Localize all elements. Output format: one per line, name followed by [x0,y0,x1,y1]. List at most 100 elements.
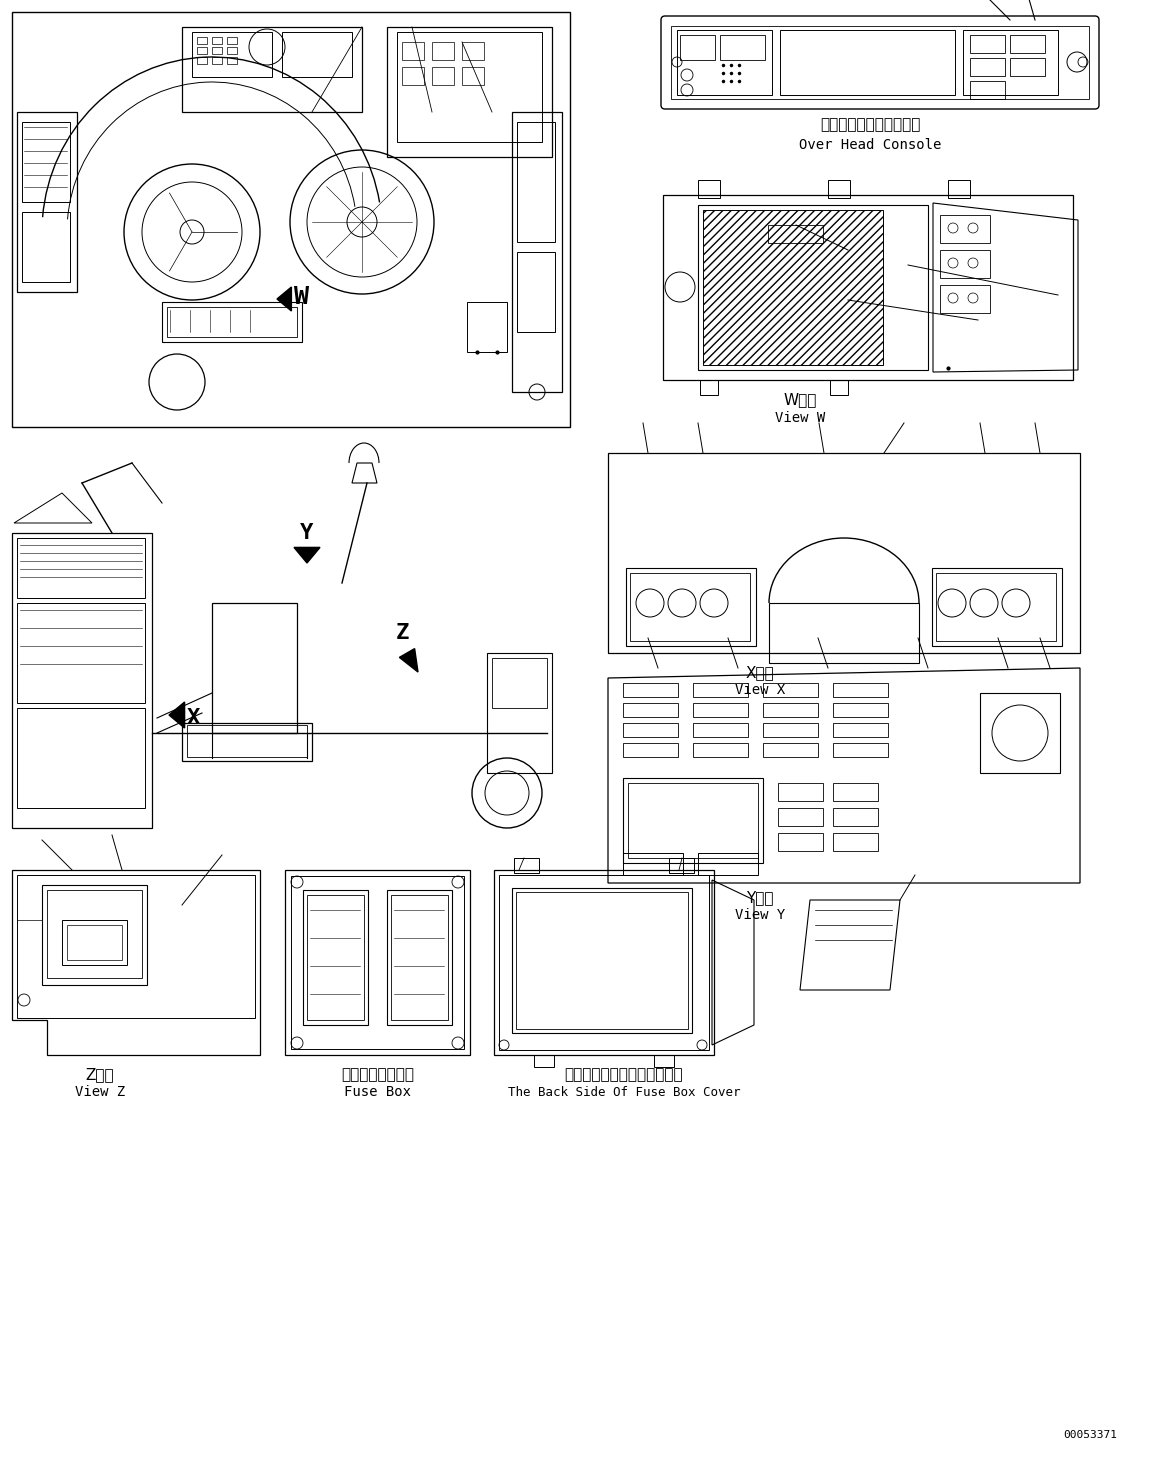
Bar [285,870,471,1055]
Text: W　視: W 視 [783,392,817,407]
Bar [833,724,888,737]
Polygon shape [169,702,184,728]
Bar [516,891,688,1029]
Bar [22,123,70,201]
Bar [680,35,715,60]
Bar [17,708,145,808]
Bar [630,573,750,641]
Text: Y　視: Y 視 [746,890,774,906]
Bar [970,82,1005,99]
Bar [624,778,763,864]
Bar [624,854,683,875]
Bar [17,603,145,703]
Bar [693,724,748,737]
Bar [493,658,547,708]
Bar [981,693,1060,773]
Bar [192,32,272,77]
Text: X　視: X 視 [745,665,774,680]
Bar [624,743,678,757]
Bar [693,683,748,697]
Bar [628,783,758,858]
Bar [197,57,207,64]
Bar [671,26,1089,99]
Bar [830,379,848,395]
Bar [700,379,717,395]
Bar [948,179,970,198]
Bar [763,743,818,757]
Bar [626,568,756,646]
Bar [778,808,823,826]
Bar [763,724,818,737]
Bar [698,179,720,198]
Text: W: W [294,285,309,309]
Bar [167,306,297,337]
Bar [770,603,919,662]
Bar [61,921,127,964]
Bar [763,703,818,716]
Text: ヒューズボックスカバー裏側: ヒューズボックスカバー裏側 [564,1068,684,1083]
Bar [833,743,888,757]
Bar [833,833,879,851]
Bar [932,568,1062,646]
Bar [693,743,748,757]
Bar [654,1055,675,1067]
Bar [398,32,542,142]
Text: View Z: View Z [75,1085,125,1099]
Bar [534,1055,554,1067]
Bar [17,538,145,598]
Bar [704,210,883,365]
Bar [693,703,748,716]
Bar [780,31,955,95]
Bar [302,890,369,1026]
Bar [187,725,307,757]
Text: ヒューズボックス: ヒューズボックス [342,1068,415,1083]
Bar [432,42,454,60]
Bar [462,42,484,60]
Bar [494,870,714,1055]
Bar [936,573,1056,641]
Bar [227,36,236,44]
Text: Z　視: Z 視 [86,1068,115,1083]
Bar [212,47,223,54]
Bar [517,123,555,242]
Text: 00053371: 00053371 [1063,1430,1117,1440]
Bar [67,925,122,960]
Bar [970,35,1005,53]
Bar [48,890,143,978]
Bar [833,683,888,697]
Text: Fuse Box: Fuse Box [344,1085,411,1099]
Text: オーバヘッドコンソール: オーバヘッドコンソール [819,118,920,133]
Text: X: X [187,708,201,728]
Bar [970,58,1005,76]
Text: The Back Side Of Fuse Box Cover: The Back Side Of Fuse Box Cover [508,1085,741,1099]
Bar [17,112,76,292]
Bar [517,252,555,333]
Bar [778,783,823,801]
Bar [12,12,570,427]
Text: View W: View W [775,411,825,425]
Bar [212,36,223,44]
Bar [833,783,879,801]
Bar [624,724,678,737]
Bar [608,452,1080,654]
Bar [467,302,506,352]
Bar [663,196,1073,379]
Bar [677,31,772,95]
Bar [387,890,452,1026]
Bar [197,36,207,44]
Bar [487,654,552,773]
Bar [182,724,312,762]
Bar [768,225,823,244]
Text: Y: Y [300,522,314,543]
Bar [307,894,364,1020]
Polygon shape [277,287,291,311]
Bar [432,67,454,85]
Bar [940,214,990,244]
Bar [391,894,449,1020]
Bar [828,179,850,198]
Bar [227,57,236,64]
Bar [512,112,562,392]
Bar [624,683,678,697]
Text: View X: View X [735,683,785,697]
Bar [1009,35,1045,53]
